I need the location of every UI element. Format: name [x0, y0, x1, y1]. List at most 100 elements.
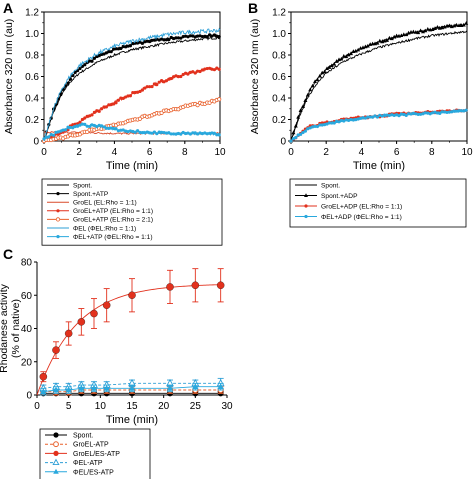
series-point: [200, 34, 204, 39]
series-point: [104, 51, 108, 55]
series-point: [157, 80, 161, 84]
x-tick-label: 4: [359, 147, 365, 158]
x-tick-label: 25: [190, 401, 202, 412]
series-point: [447, 110, 451, 114]
series-point: [346, 52, 351, 57]
series-point: [433, 26, 437, 30]
series-line: [43, 386, 221, 393]
series-point: [119, 96, 123, 100]
series-point: [181, 35, 185, 39]
x-tick-label: 30: [221, 401, 233, 412]
series-point: [92, 123, 96, 128]
series-point: [212, 33, 216, 37]
y-tick-label: 1.0: [25, 29, 39, 40]
series-point: [107, 126, 111, 130]
data-point: [90, 309, 98, 318]
series-point: [121, 128, 125, 132]
series-point: [375, 40, 380, 45]
series-point: [150, 38, 154, 42]
legend-label: GroEL (EL:Rho = 1:1): [73, 200, 137, 207]
series-point: [184, 131, 188, 136]
series-point: [423, 111, 427, 115]
series-point: [145, 85, 149, 89]
series-point: [95, 124, 99, 129]
series-point: [172, 132, 176, 136]
series-point: [104, 105, 108, 109]
series-point: [296, 133, 300, 137]
legend: Spont. GroEL-ATP GroEL/ES-ATP ΦEL-ATP ΦEL/ES…: [39, 428, 151, 479]
series-point: [368, 115, 372, 119]
series-point: [385, 113, 389, 117]
series-point: [174, 132, 178, 136]
series-point: [193, 35, 197, 39]
series-point: [215, 34, 219, 38]
series-point: [198, 34, 202, 38]
series-point: [138, 130, 142, 135]
panel-letter: C: [3, 246, 13, 262]
series-point: [128, 129, 132, 133]
legend-marker: [304, 204, 308, 208]
series-point: [313, 79, 317, 84]
series-point: [426, 111, 430, 115]
series-point: [90, 113, 94, 117]
series-point: [140, 41, 144, 45]
legend-marker: [52, 458, 60, 466]
series-point: [332, 121, 336, 125]
series-point: [191, 70, 195, 74]
series-point: [174, 74, 178, 78]
series-layer: [36, 268, 225, 397]
series-point: [80, 122, 84, 126]
panel-letter: A: [3, 0, 13, 16]
series-point: [327, 65, 332, 69]
series-point: [148, 85, 152, 89]
series-point: [210, 131, 214, 135]
series-point: [414, 112, 418, 116]
series-point: [172, 75, 176, 79]
series-point: [116, 47, 120, 51]
series-point: [205, 132, 209, 136]
series-point: [155, 132, 159, 136]
series-point: [371, 115, 375, 119]
series-layer: [41, 27, 222, 144]
x-axis-label: Time (min): [106, 160, 158, 172]
series-point: [188, 34, 192, 38]
series-point: [176, 131, 180, 136]
series-point: [52, 133, 56, 137]
series-point: [215, 133, 219, 137]
y-tick-label: 40: [21, 324, 33, 335]
series-point: [83, 122, 87, 126]
series-point: [136, 41, 140, 45]
series-point: [164, 79, 168, 83]
series-point: [349, 51, 353, 56]
series-point: [116, 98, 120, 102]
series-point: [217, 67, 221, 71]
series-point: [80, 117, 84, 122]
x-tick-label: 8: [182, 147, 188, 158]
series-point: [131, 129, 135, 134]
series-point: [339, 56, 344, 61]
series--el-atp-el-rho-1-1-: [42, 122, 221, 141]
series-point: [397, 114, 401, 118]
series-point: [363, 116, 367, 120]
legend-marker: [56, 235, 60, 239]
series-point: [71, 126, 75, 130]
plot-frame: [290, 11, 468, 142]
series-point: [73, 70, 77, 74]
data-point: [217, 383, 224, 390]
series-point: [167, 131, 171, 135]
series-point: [411, 111, 415, 115]
series-point: [143, 131, 147, 135]
series-point: [114, 101, 118, 105]
series-point: [217, 35, 221, 39]
series-point: [100, 124, 104, 128]
legend-label: ΦEL (ΦEL:Rho = 1:1): [73, 225, 136, 232]
series-point: [454, 22, 459, 27]
series-groel-es-atp: [36, 268, 225, 396]
x-tick-label: 0: [41, 147, 47, 158]
series-point: [54, 130, 58, 134]
series-point: [455, 109, 459, 113]
series-point: [196, 69, 200, 73]
series-point: [78, 123, 82, 127]
series-point: [59, 129, 63, 133]
series-point: [212, 68, 216, 72]
